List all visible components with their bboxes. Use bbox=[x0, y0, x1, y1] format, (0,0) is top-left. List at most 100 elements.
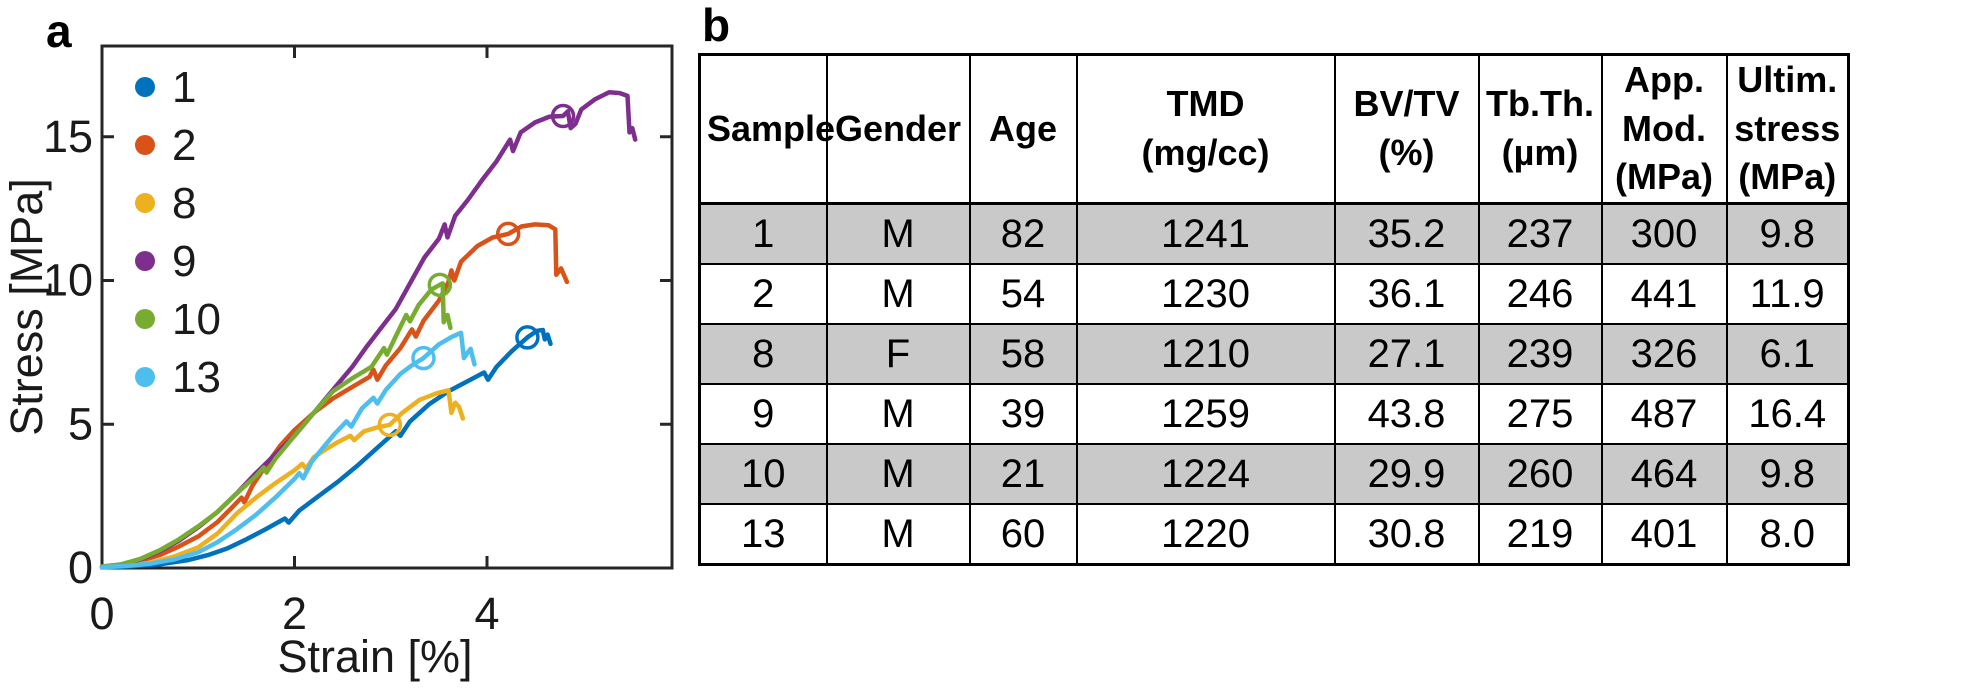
legend-label: 2 bbox=[172, 121, 196, 170]
series-lines bbox=[99, 89, 638, 570]
header-cell: BV/TV (%) bbox=[1333, 53, 1480, 205]
table-cell: 8 bbox=[698, 323, 828, 385]
legend-label: 8 bbox=[172, 179, 196, 228]
plot-svg: 0 2 4 0 5 10 15 1 2 8 9 10 13 Strain [%] Stress [MP… bbox=[1, 44, 674, 682]
table-cell: 275 bbox=[1477, 383, 1603, 445]
series-marker-10 bbox=[427, 272, 453, 298]
table-cell: 246 bbox=[1477, 263, 1603, 325]
x-tick-label: 0 bbox=[89, 588, 114, 639]
series-marker-9 bbox=[550, 103, 576, 129]
series-line-13 bbox=[99, 330, 477, 570]
panel-a-label: a bbox=[46, 5, 72, 57]
table-cell: 82 bbox=[968, 202, 1078, 265]
table-cell: 487 bbox=[1600, 383, 1728, 445]
legend-marker-icon bbox=[135, 309, 155, 329]
y-tick-label: 0 bbox=[68, 542, 93, 593]
table-cell: 239 bbox=[1477, 323, 1603, 385]
y-tick-label: 15 bbox=[43, 111, 93, 162]
table-cell: 9.8 bbox=[1725, 443, 1850, 505]
table-cell: 60 bbox=[968, 503, 1078, 566]
header-cell: Ultim. stress (MPa) bbox=[1725, 53, 1850, 205]
table-cell: 1241 bbox=[1075, 202, 1336, 265]
table-cell: 1230 bbox=[1075, 263, 1336, 325]
legend-label: 13 bbox=[172, 353, 221, 402]
header-cell: Tb.Th. (µm) bbox=[1477, 53, 1603, 205]
table-row: 8 F 58 1210 27.1 239 326 6.1 bbox=[698, 323, 1850, 385]
table-cell: 1220 bbox=[1075, 503, 1336, 566]
table-cell: 1259 bbox=[1075, 383, 1336, 445]
legend-label: 1 bbox=[172, 63, 196, 112]
table-cell: 58 bbox=[968, 323, 1078, 385]
table-cell: 1210 bbox=[1075, 323, 1336, 385]
table-row: 9 M 39 1259 43.8 275 487 16.4 bbox=[698, 383, 1850, 445]
series-marker-2 bbox=[495, 221, 521, 247]
table-cell: 35.2 bbox=[1333, 202, 1480, 265]
x-tick-label: 2 bbox=[282, 588, 307, 639]
legend-marker-icon bbox=[135, 193, 155, 213]
series-line-2 bbox=[99, 222, 570, 569]
panel-b-label: b bbox=[702, 0, 731, 51]
x-tick-label: 4 bbox=[474, 588, 499, 639]
table-cell: 6.1 bbox=[1725, 323, 1850, 385]
table-cell: M bbox=[825, 443, 971, 505]
legend-label: 9 bbox=[172, 237, 196, 286]
table-cell: 10 bbox=[698, 443, 828, 505]
header-cell: Age bbox=[968, 53, 1078, 205]
legend-marker-icon bbox=[135, 135, 155, 155]
table-cell: F bbox=[825, 323, 971, 385]
table-cell: 260 bbox=[1477, 443, 1603, 505]
x-axis-label: Strain [%] bbox=[277, 631, 472, 682]
header-cell: TMD (mg/cc) bbox=[1075, 53, 1336, 205]
table-cell: M bbox=[825, 383, 971, 445]
axis-tick-labels: 0 2 4 0 5 10 15 bbox=[43, 111, 500, 639]
table-cell: 1224 bbox=[1075, 443, 1336, 505]
legend-marker-icon bbox=[135, 367, 155, 387]
table-row: 2 M 54 1230 36.1 246 441 11.9 bbox=[698, 263, 1850, 325]
table-cell: 27.1 bbox=[1333, 323, 1480, 385]
table-cell: 2 bbox=[698, 263, 828, 325]
table-cell: 36.1 bbox=[1333, 263, 1480, 325]
header-cell: App. Mod. (MPa) bbox=[1600, 53, 1728, 205]
chart-legend: 1 2 8 9 10 13 bbox=[135, 63, 221, 402]
series-marker-1 bbox=[515, 325, 540, 350]
table-cell: 16.4 bbox=[1725, 383, 1850, 445]
y-tick-label: 10 bbox=[43, 255, 93, 306]
table-cell: 30.8 bbox=[1333, 503, 1480, 566]
plot-border bbox=[100, 44, 674, 570]
table-header-row: Sample Gender Age TMD (mg/cc) BV/TV (%) Tb.Th… bbox=[698, 53, 1850, 205]
header-cell: Sample bbox=[698, 53, 835, 205]
y-axis-label: Stress [MPa] bbox=[1, 178, 52, 436]
table-cell: 11.9 bbox=[1725, 263, 1850, 325]
legend-label: 10 bbox=[172, 295, 221, 344]
table-cell: 39 bbox=[968, 383, 1078, 445]
table-cell: 326 bbox=[1600, 323, 1728, 385]
table-cell: 8.0 bbox=[1725, 503, 1850, 566]
table-row: 1 M 82 1241 35.2 237 300 9.8 bbox=[698, 202, 1850, 265]
legend-marker-icon bbox=[135, 251, 155, 271]
table-cell: M bbox=[825, 503, 971, 566]
table-cell: M bbox=[825, 202, 971, 265]
series-marker-8 bbox=[377, 412, 403, 438]
y-tick-label: 5 bbox=[68, 398, 93, 449]
table-cell: 219 bbox=[1477, 503, 1603, 566]
stress-strain-chart: 0 2 4 0 5 10 15 1 2 8 9 10 13 Strain [%] Stress [MP… bbox=[0, 0, 700, 688]
series-line-8 bbox=[99, 388, 466, 570]
table-cell: 300 bbox=[1600, 202, 1728, 265]
table-cell: 54 bbox=[968, 263, 1078, 325]
table-cell: 9 bbox=[698, 383, 828, 445]
table-cell: 9.8 bbox=[1725, 202, 1850, 265]
table-cell: 29.9 bbox=[1333, 443, 1480, 505]
data-table: Sample Gender Age TMD (mg/cc) BV/TV (%) Tb.Th… bbox=[698, 53, 1850, 566]
table-cell: 401 bbox=[1600, 503, 1728, 566]
table-row: 13 M 60 1220 30.8 219 401 8.0 bbox=[698, 503, 1850, 566]
table-cell: 464 bbox=[1600, 443, 1728, 505]
table-cell: 441 bbox=[1600, 263, 1728, 325]
table-row: 10 M 21 1224 29.9 260 464 9.8 bbox=[698, 443, 1850, 505]
table-cell: M bbox=[825, 263, 971, 325]
series-line-10 bbox=[99, 281, 453, 569]
table-cell: 13 bbox=[698, 503, 828, 566]
header-cell: Gender bbox=[825, 53, 971, 205]
legend-marker-icon bbox=[135, 77, 155, 97]
series-marker-13 bbox=[411, 345, 436, 371]
table-cell: 1 bbox=[698, 202, 828, 265]
